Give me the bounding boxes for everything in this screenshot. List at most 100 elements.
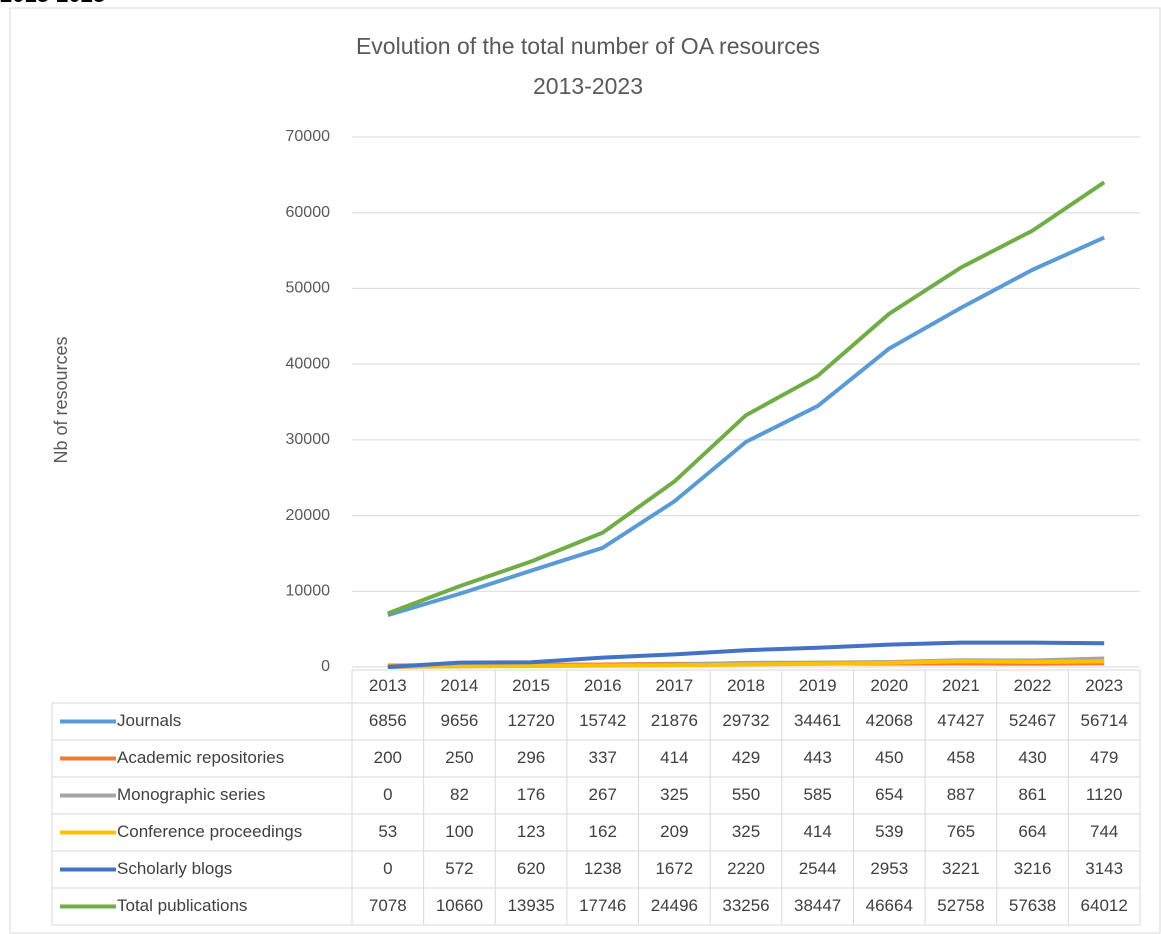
table-value: 430 bbox=[1018, 748, 1046, 767]
y-tick-label: 10000 bbox=[286, 583, 331, 600]
table-value: 0 bbox=[383, 785, 392, 804]
table-value: 13935 bbox=[507, 896, 554, 915]
table-value: 2220 bbox=[727, 859, 765, 878]
chart-border bbox=[9, 7, 1161, 934]
y-tick-label: 20000 bbox=[286, 507, 331, 524]
table-value: 15742 bbox=[579, 711, 626, 730]
table-value: 585 bbox=[803, 785, 831, 804]
table-value: 47427 bbox=[937, 711, 984, 730]
table-value: 6856 bbox=[369, 711, 407, 730]
table-value: 296 bbox=[517, 748, 545, 767]
table-value: 21876 bbox=[651, 711, 698, 730]
table-value: 654 bbox=[875, 785, 903, 804]
table-value: 450 bbox=[875, 748, 903, 767]
table-value: 38447 bbox=[794, 896, 841, 915]
table-value: 458 bbox=[947, 748, 975, 767]
table-value: 10660 bbox=[436, 896, 483, 915]
table-value: 2544 bbox=[799, 859, 837, 878]
x-tick-label: 2017 bbox=[655, 676, 693, 695]
table-value: 162 bbox=[589, 822, 617, 841]
table-value: 7078 bbox=[369, 896, 407, 915]
table-value: 414 bbox=[803, 822, 831, 841]
x-tick-label: 2014 bbox=[441, 676, 479, 695]
x-tick-label: 2016 bbox=[584, 676, 622, 695]
series-line bbox=[387, 180, 1106, 616]
table-value: 1238 bbox=[584, 859, 622, 878]
table-value: 887 bbox=[947, 785, 975, 804]
chart-title: Evolution of the total number of OA reso… bbox=[356, 33, 820, 59]
y-tick-label: 60000 bbox=[286, 204, 331, 221]
series-line bbox=[387, 235, 1106, 618]
table-value: 52467 bbox=[1009, 711, 1056, 730]
table-value: 29732 bbox=[722, 711, 769, 730]
table-value: 176 bbox=[517, 785, 545, 804]
y-tick-label: 70000 bbox=[286, 128, 331, 145]
table-value: 443 bbox=[803, 748, 831, 767]
table-value: 123 bbox=[517, 822, 545, 841]
y-tick-label: 40000 bbox=[286, 355, 331, 372]
table-value: 17746 bbox=[579, 896, 626, 915]
table-value: 765 bbox=[947, 822, 975, 841]
table-value: 82 bbox=[450, 785, 469, 804]
table-value: 57638 bbox=[1009, 896, 1056, 915]
table-value: 46664 bbox=[866, 896, 913, 915]
table-value: 53 bbox=[378, 822, 397, 841]
table-value: 24496 bbox=[651, 896, 698, 915]
table-value: 414 bbox=[660, 748, 688, 767]
legend-label: Scholarly blogs bbox=[117, 859, 232, 878]
x-tick-label: 2020 bbox=[870, 676, 908, 695]
table-value: 9656 bbox=[441, 711, 479, 730]
table-value: 267 bbox=[589, 785, 617, 804]
x-tick-label: 2019 bbox=[799, 676, 837, 695]
x-tick-label: 2023 bbox=[1085, 676, 1123, 695]
x-tick-label: 2015 bbox=[512, 676, 550, 695]
table-value: 42068 bbox=[866, 711, 913, 730]
table-value: 539 bbox=[875, 822, 903, 841]
legend-label: Journals bbox=[117, 711, 181, 730]
y-axis-label: Nb of resources bbox=[51, 336, 71, 463]
table-value: 200 bbox=[374, 748, 402, 767]
chart-subtitle: 2013-2023 bbox=[533, 73, 643, 99]
x-tick-label: 2018 bbox=[727, 676, 765, 695]
x-tick-label: 2021 bbox=[942, 676, 980, 695]
table-value: 3143 bbox=[1085, 859, 1123, 878]
table-value: 34461 bbox=[794, 711, 841, 730]
table-value: 550 bbox=[732, 785, 760, 804]
table-value: 1672 bbox=[655, 859, 693, 878]
y-tick-label: 50000 bbox=[286, 280, 331, 297]
x-tick-label: 2022 bbox=[1014, 676, 1052, 695]
table-value: 664 bbox=[1018, 822, 1046, 841]
table-value: 0 bbox=[383, 859, 392, 878]
series-line bbox=[387, 659, 1105, 669]
table-value: 620 bbox=[517, 859, 545, 878]
table-value: 209 bbox=[660, 822, 688, 841]
table-value: 56714 bbox=[1081, 711, 1128, 730]
table-value: 3221 bbox=[942, 859, 980, 878]
table-value: 325 bbox=[732, 822, 760, 841]
table-value: 250 bbox=[445, 748, 473, 767]
legend-label: Academic repositories bbox=[117, 748, 284, 767]
y-tick-label: 30000 bbox=[286, 431, 331, 448]
table-value: 337 bbox=[589, 748, 617, 767]
legend-label: Total publications bbox=[117, 896, 247, 915]
table-value: 12720 bbox=[507, 711, 554, 730]
header-fragment: 2013-2023 bbox=[0, 0, 105, 7]
table-value: 33256 bbox=[722, 896, 769, 915]
table-value: 52758 bbox=[937, 896, 984, 915]
legend-label: Monographic series bbox=[117, 785, 265, 804]
series-line bbox=[387, 640, 1105, 669]
table-value: 100 bbox=[445, 822, 473, 841]
legend-label: Conference proceedings bbox=[117, 822, 302, 841]
table-value: 861 bbox=[1018, 785, 1046, 804]
table-value: 572 bbox=[445, 859, 473, 878]
table-value: 744 bbox=[1090, 822, 1118, 841]
table-value: 1120 bbox=[1086, 785, 1123, 804]
table-value: 64012 bbox=[1081, 896, 1128, 915]
table-value: 3216 bbox=[1014, 859, 1052, 878]
table-value: 479 bbox=[1090, 748, 1118, 767]
table-value: 429 bbox=[732, 748, 760, 767]
y-tick-label: 0 bbox=[321, 658, 330, 675]
table-value: 2953 bbox=[870, 859, 908, 878]
x-tick-label: 2013 bbox=[369, 676, 407, 695]
